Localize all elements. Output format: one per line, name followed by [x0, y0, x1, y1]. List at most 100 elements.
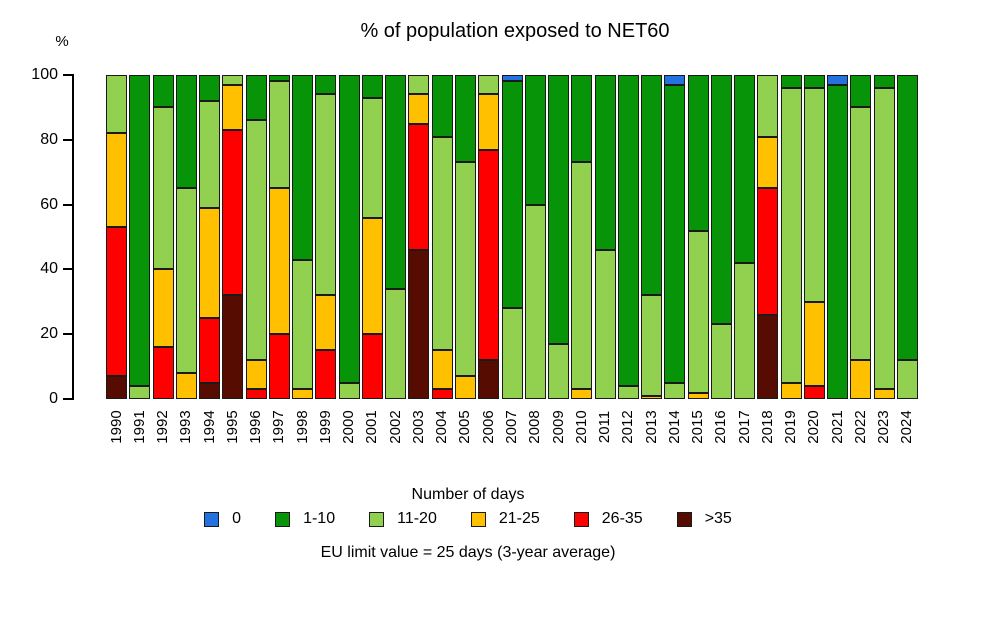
bar-1997 — [268, 75, 290, 399]
segment-1994-1-10 — [199, 75, 221, 101]
segment-1994-21-25 — [199, 207, 221, 318]
y-tick-label-80: 80 — [40, 130, 58, 148]
bar-1993 — [175, 75, 197, 399]
y-tick-mark-60 — [63, 203, 72, 206]
bar-1992 — [152, 75, 174, 399]
chart-caption: EU limit value = 25 days (3-year average… — [320, 544, 616, 561]
segment-2013-21-25 — [641, 395, 663, 399]
y-tick-mark-100 — [63, 74, 72, 76]
y-axis-line — [72, 74, 74, 400]
bar-2004 — [431, 75, 453, 399]
segment-2018-21-25 — [757, 136, 779, 189]
segment-2019-21-25 — [780, 382, 802, 399]
bar-2002 — [385, 75, 407, 399]
segment-2011-1-10 — [594, 75, 616, 250]
segment-2023-21-25 — [873, 389, 895, 399]
segment-2001-21-25 — [361, 217, 383, 335]
segment-1995-21-25 — [222, 84, 244, 131]
segment-2014-11-20 — [664, 382, 686, 399]
segment-1999-26-35 — [315, 350, 337, 399]
segment-2004-1-10 — [431, 75, 453, 137]
segment-2006-26-35 — [478, 149, 500, 361]
segment-2023-11-20 — [873, 87, 895, 390]
segment-1992-26-35 — [152, 347, 174, 399]
x-tick-label-2000: 2000 — [340, 410, 358, 444]
legend-item-0: 0 — [204, 510, 241, 528]
bar-2015 — [687, 75, 709, 399]
legend-item->35: >35 — [676, 510, 732, 528]
segment-1998-21-25 — [292, 389, 314, 399]
segment-2020-26-35 — [803, 386, 825, 399]
x-axis-labels: 1990 1991 1992 1993 1994 1995 1996 1997 1998 1999… — [105, 399, 919, 459]
legend-item-26-35: 26-35 — [573, 510, 643, 528]
segment-2001-11-20 — [361, 97, 383, 218]
segment-2019-11-20 — [780, 87, 802, 383]
y-tick-mark-80 — [63, 138, 72, 141]
segment-1992-1-10 — [152, 75, 174, 108]
segment-1996-26-35 — [245, 389, 267, 399]
segment-2018-26-35 — [757, 188, 779, 315]
segment-1992-11-20 — [152, 107, 174, 270]
x-tick-label-2004: 2004 — [433, 410, 451, 444]
segment-2003->35 — [408, 249, 430, 399]
x-tick-label-2005: 2005 — [456, 410, 474, 444]
legend-label-26-35: 26-35 — [601, 510, 643, 527]
segment-1995-11-20 — [222, 75, 244, 85]
segment-2003-26-35 — [408, 123, 430, 250]
bar-2020 — [803, 75, 825, 399]
legend-swatch-11-20 — [369, 511, 385, 527]
bar-2014 — [664, 75, 686, 399]
plot-area — [105, 75, 919, 399]
x-tick-label-2009: 2009 — [549, 410, 567, 444]
segment-1991-1-10 — [129, 75, 151, 387]
legend-label-0: 0 — [232, 510, 242, 527]
segment-1997-21-25 — [268, 188, 290, 335]
bar-2013 — [641, 75, 663, 399]
bar-1991 — [129, 75, 151, 399]
segment-2000-1-10 — [338, 75, 360, 383]
segment-2020-1-10 — [803, 75, 825, 88]
segment-2002-11-20 — [385, 288, 407, 399]
bar-2024 — [896, 75, 918, 399]
segment-1990-21-25 — [106, 133, 128, 228]
legend-label->35: >35 — [704, 510, 732, 527]
y-tick-label-100: 100 — [31, 66, 58, 83]
segment-2017-1-10 — [734, 75, 756, 263]
x-tick-label-2011: 2011 — [596, 410, 614, 444]
segment-2006-21-25 — [478, 94, 500, 150]
bar-2006 — [478, 75, 500, 399]
bar-2016 — [710, 75, 732, 399]
segment-1994-11-20 — [199, 100, 221, 208]
x-tick-label-1992: 1992 — [154, 410, 172, 444]
x-tick-label-1991: 1991 — [130, 410, 148, 444]
y-tick-label-0: 0 — [49, 390, 58, 407]
segment-1996-1-10 — [245, 75, 267, 121]
segment-2024-1-10 — [896, 75, 918, 361]
segment-2021-0 — [827, 75, 849, 85]
x-tick-label-2012: 2012 — [619, 410, 637, 444]
segment-2009-1-10 — [548, 75, 569, 344]
y-tick-mark-0 — [63, 398, 72, 400]
bar-2022 — [850, 75, 872, 399]
segment-1998-11-20 — [292, 259, 314, 390]
x-tick-label-1999: 1999 — [316, 410, 334, 444]
bar-1999 — [315, 75, 337, 399]
segment-1991-11-20 — [129, 386, 151, 399]
segment-2024-11-20 — [896, 360, 918, 399]
segment-2004-21-25 — [431, 350, 453, 390]
y-tick-label-20: 20 — [40, 325, 58, 343]
segment-2015-21-25 — [687, 392, 709, 399]
legend-label-11-20: 11-20 — [397, 510, 437, 527]
segment-1999-1-10 — [315, 75, 337, 95]
y-tick-label-60: 60 — [40, 195, 58, 213]
segment-2005-11-20 — [454, 162, 476, 377]
bar-2008 — [524, 75, 546, 399]
x-tick-label-2021: 2021 — [828, 410, 846, 444]
segment-2012-11-20 — [617, 386, 639, 399]
bar-2003 — [408, 75, 430, 399]
x-tick-label-2017: 2017 — [735, 410, 753, 444]
segment-2023-1-10 — [873, 75, 895, 88]
segment-2022-21-25 — [850, 360, 872, 399]
x-tick-label-1993: 1993 — [177, 410, 195, 444]
